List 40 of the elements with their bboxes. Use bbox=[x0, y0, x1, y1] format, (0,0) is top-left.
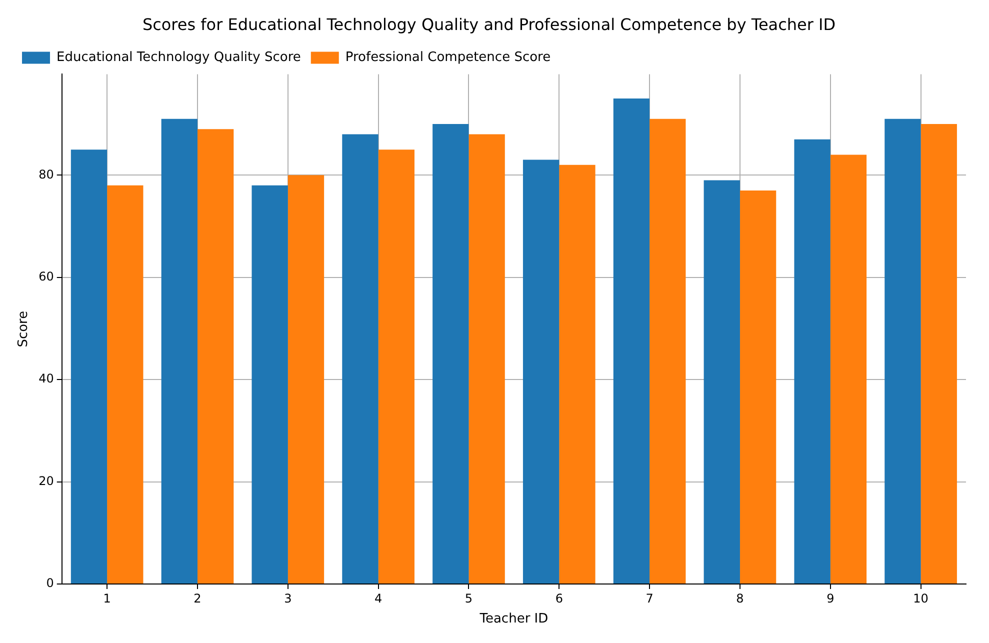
bar bbox=[830, 154, 867, 584]
bar bbox=[613, 98, 650, 584]
x-tick-label: 1 bbox=[103, 591, 111, 606]
x-tick-label: 8 bbox=[736, 591, 744, 606]
x-tick-label: 7 bbox=[646, 591, 654, 606]
x-tick-label: 5 bbox=[464, 591, 473, 606]
bar bbox=[378, 150, 414, 584]
x-tick-label: 10 bbox=[913, 591, 928, 606]
bar bbox=[342, 134, 378, 584]
y-tick-label: 80 bbox=[38, 167, 54, 182]
bar bbox=[794, 139, 830, 584]
bar bbox=[107, 185, 144, 584]
bar bbox=[468, 134, 505, 584]
bar bbox=[884, 118, 921, 584]
x-tick-label: 9 bbox=[826, 591, 834, 606]
y-tick-label: 0 bbox=[46, 576, 54, 590]
bar bbox=[70, 150, 108, 584]
bar bbox=[650, 118, 686, 584]
x-tick-label: 3 bbox=[284, 591, 292, 606]
bar bbox=[522, 160, 560, 584]
bar bbox=[197, 129, 234, 584]
y-tick-label: 60 bbox=[38, 269, 54, 284]
bar bbox=[252, 185, 288, 584]
x-tick-label: 4 bbox=[374, 591, 382, 606]
bar bbox=[704, 180, 740, 584]
bar bbox=[920, 124, 957, 584]
legend-label: Professional Competence Score bbox=[345, 50, 551, 66]
y-tick-label: 20 bbox=[38, 474, 54, 488]
bar bbox=[432, 124, 469, 584]
bar bbox=[288, 175, 324, 584]
x-tick-label: 2 bbox=[194, 591, 202, 606]
bar bbox=[559, 164, 596, 584]
y-axis-title: Score bbox=[16, 310, 32, 348]
x-tick-label: 6 bbox=[555, 591, 563, 606]
chart-title: Scores for Educational Technology Quality and Professional Competence by Teacher ID bbox=[142, 14, 836, 34]
bar bbox=[161, 118, 198, 584]
y-tick-label: 40 bbox=[38, 372, 54, 386]
bar bbox=[740, 190, 776, 584]
legend-label: Educational Technology Quality Score bbox=[56, 50, 301, 66]
x-axis-title: Teacher ID bbox=[478, 612, 548, 627]
